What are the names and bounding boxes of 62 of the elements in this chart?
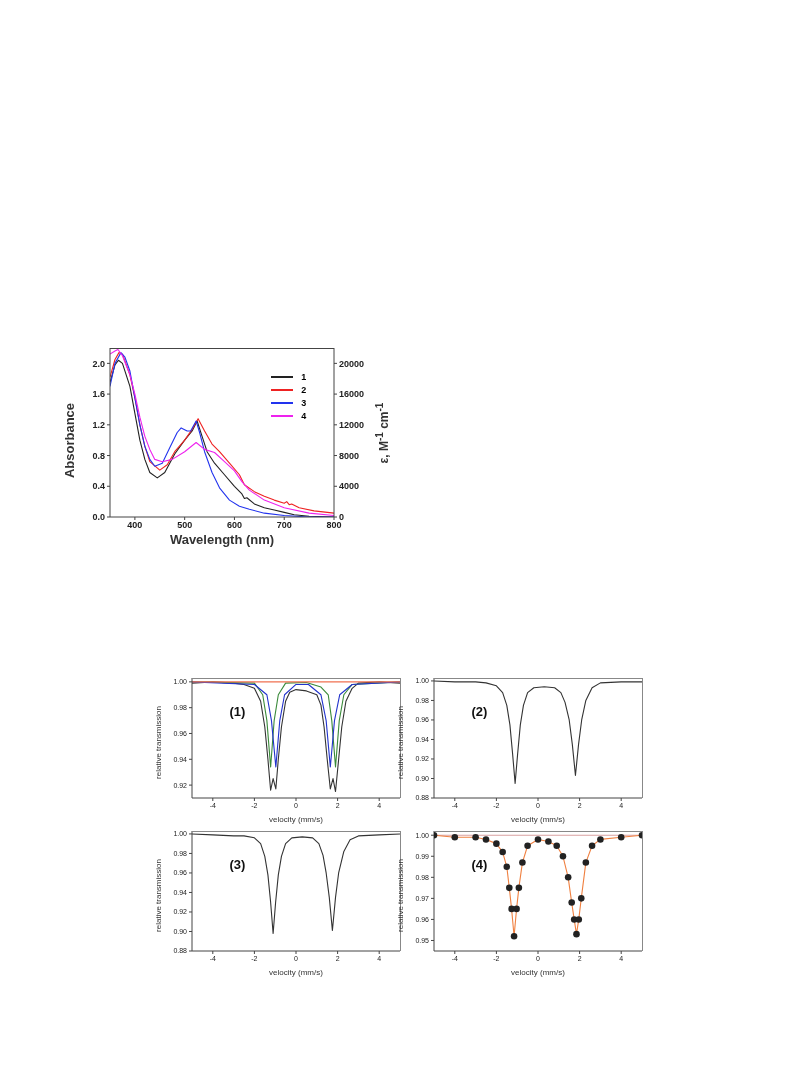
- y2-tick-label: 4000: [339, 481, 360, 492]
- point: [577, 895, 585, 902]
- point: [499, 848, 506, 856]
- x-tick-label: 500: [177, 520, 193, 531]
- y-tick-label: 2.0: [92, 358, 105, 369]
- line-series: [434, 680, 642, 784]
- y2-tick-label: 16000: [339, 389, 365, 400]
- y-axis-title: relative transmission: [395, 859, 405, 932]
- x-axis-title: velocity (mm/s): [510, 968, 566, 977]
- point: [559, 852, 567, 860]
- point: [564, 874, 572, 881]
- annotation: (4): [471, 857, 488, 873]
- x-axis-title: velocity (mm/s): [268, 815, 324, 824]
- y-tick-label: 1.6: [92, 389, 105, 400]
- point: [451, 834, 459, 841]
- y-axis-title: relative transmission: [153, 859, 163, 932]
- x-axis-title: velocity (mm/s): [268, 968, 324, 977]
- point: [472, 834, 479, 841]
- legend-label: 1: [301, 372, 307, 383]
- point: [573, 930, 580, 938]
- x-tick-label: 700: [276, 520, 292, 531]
- point: [568, 899, 575, 906]
- y-tick-label: 0.8: [92, 450, 105, 461]
- y-tick-label: 0.0: [92, 512, 105, 523]
- point: [545, 838, 552, 845]
- point: [510, 932, 518, 940]
- point: [506, 884, 513, 892]
- point: [588, 842, 596, 850]
- x-axis-title: Wavelength (nm): [168, 532, 276, 547]
- point: [582, 859, 590, 866]
- x-tick-label: 800: [326, 520, 342, 531]
- y2-tick-label: 8000: [339, 450, 360, 461]
- point: [482, 836, 490, 843]
- point: [503, 863, 511, 871]
- point: [575, 916, 583, 923]
- point: [524, 842, 531, 850]
- line-series: [192, 833, 400, 934]
- annotation: (3): [229, 857, 246, 873]
- y2-tick-label: 0: [339, 512, 345, 523]
- point: [519, 859, 526, 866]
- point: [553, 842, 561, 850]
- annotation: (1): [229, 704, 246, 720]
- x-axis-title: velocity (mm/s): [510, 815, 566, 824]
- legend-label: 4: [301, 411, 307, 422]
- y-tick-label: 0.4: [92, 481, 105, 492]
- point: [617, 834, 625, 841]
- y-axis-title: relative transmission: [395, 706, 405, 779]
- y-axis-title: relative transmission: [153, 706, 163, 779]
- legend-label: 3: [301, 398, 307, 409]
- x-tick-label: 400: [127, 520, 143, 531]
- y2-tick-label: 12000: [339, 420, 365, 431]
- point: [597, 836, 604, 843]
- point: [493, 840, 500, 847]
- y2-tick-label: 20000: [339, 358, 365, 369]
- legend-label: 2: [301, 385, 307, 396]
- annotation: (2): [471, 704, 488, 720]
- point: [513, 905, 520, 913]
- y-tick-label: 1.2: [92, 420, 105, 431]
- y-axis-title: Absorbance: [61, 402, 76, 478]
- point: [534, 836, 542, 843]
- point: [515, 884, 523, 892]
- x-tick-label: 600: [226, 520, 242, 531]
